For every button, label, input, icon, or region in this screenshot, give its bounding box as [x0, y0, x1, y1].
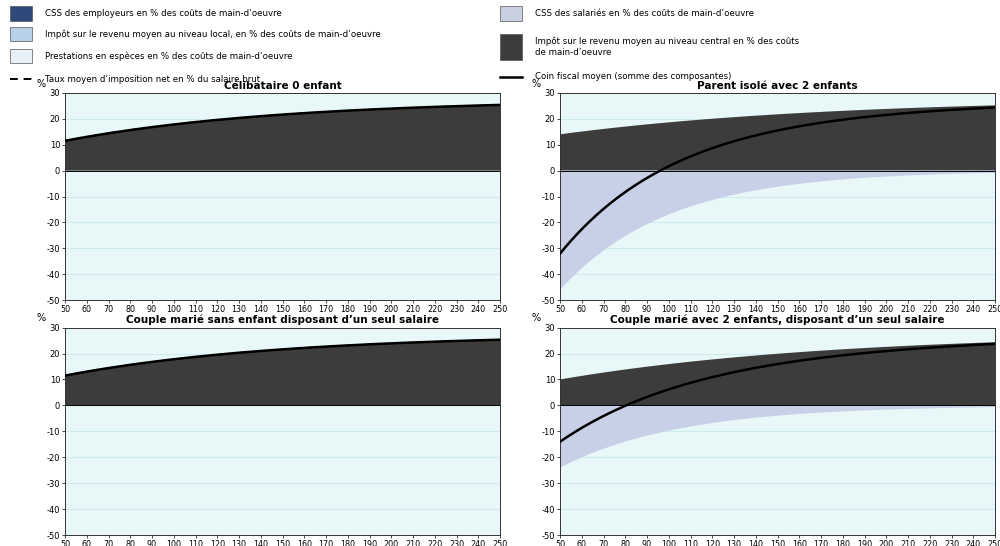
Text: %: % — [532, 313, 541, 323]
Text: Prestations en espèces en % des coûts de main-d’oeuvre: Prestations en espèces en % des coûts de… — [45, 51, 292, 61]
Text: %: % — [532, 79, 541, 88]
Title: Couple marié avec 2 enfants, disposant d’un seul salaire: Couple marié avec 2 enfants, disposant d… — [610, 315, 945, 325]
Title: Célibataire 0 enfant: Célibataire 0 enfant — [224, 81, 341, 91]
Bar — [500, 7, 522, 21]
Title: Couple marié sans enfant disposant d’un seul salaire: Couple marié sans enfant disposant d’un … — [126, 315, 439, 325]
Bar — [500, 34, 522, 60]
Text: Taux moyen d’imposition net en % du salaire brut: Taux moyen d’imposition net en % du sala… — [45, 75, 260, 84]
Bar — [10, 7, 32, 21]
Bar — [10, 49, 32, 63]
Text: Coin fiscal moyen (somme des composantes): Coin fiscal moyen (somme des composantes… — [535, 72, 731, 81]
Title: Parent isolé avec 2 enfants: Parent isolé avec 2 enfants — [697, 81, 858, 91]
Bar — [10, 27, 32, 41]
Text: %: % — [37, 313, 46, 323]
Text: CSS des salariés en % des coûts de main-d’oeuvre: CSS des salariés en % des coûts de main-… — [535, 9, 754, 18]
Text: CSS des employeurs en % des coûts de main-d’oeuvre: CSS des employeurs en % des coûts de mai… — [45, 9, 282, 18]
Text: Impôt sur le revenu moyen au niveau central en % des coûts
de main-d’oeuvre: Impôt sur le revenu moyen au niveau cent… — [535, 37, 799, 57]
Text: %: % — [37, 79, 46, 88]
Text: Impôt sur le revenu moyen au niveau local, en % des coûts de main-d’oeuvre: Impôt sur le revenu moyen au niveau loca… — [45, 29, 381, 39]
